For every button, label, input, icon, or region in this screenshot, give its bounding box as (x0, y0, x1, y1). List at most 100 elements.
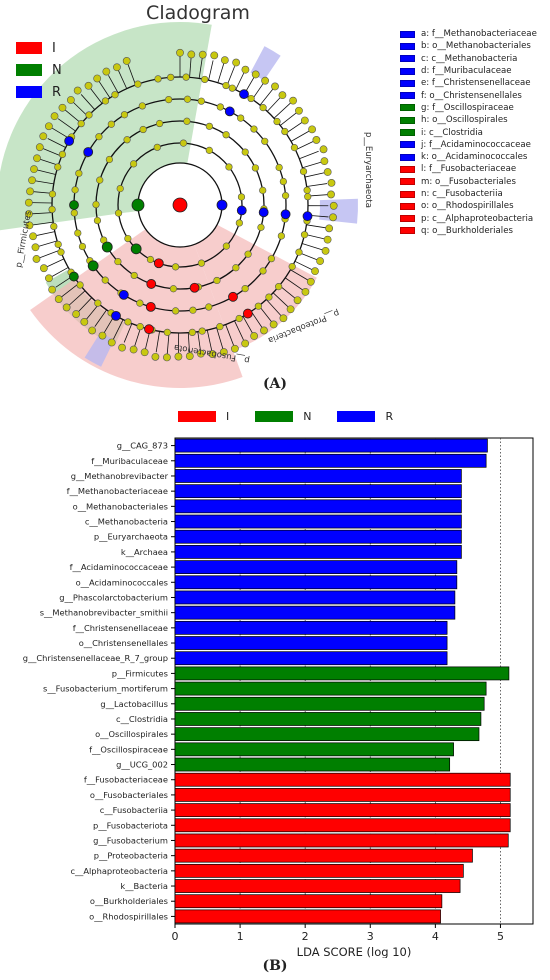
lda-legend-swatch-I (178, 411, 216, 422)
lda-legend-item-N: N (255, 410, 311, 423)
cladogram-node (286, 305, 295, 314)
cladogram-node (319, 145, 328, 154)
y-tick-label: p__Euryarchaeota (94, 532, 168, 542)
cladogram-node (45, 274, 53, 283)
taxa-key-swatch (400, 190, 415, 198)
cladogram-node (77, 120, 85, 128)
cladogram-node (174, 352, 183, 361)
cladogram-node (222, 242, 230, 250)
cladogram-node (301, 287, 310, 296)
taxa-key-swatch (400, 227, 415, 235)
taxa-key-label: o: o__Rhodospirillales (421, 201, 514, 212)
bar-p-proteobacteria (174, 848, 473, 863)
cladogram-branch (189, 56, 192, 78)
cladogram-node (304, 193, 312, 201)
cladogram-node (176, 48, 184, 57)
cladogram-node (30, 165, 38, 174)
bar-f-fusobacteriaceae (174, 772, 511, 787)
y-tick-label: o__Burkholderiales (90, 896, 168, 906)
cladogram-node (187, 50, 196, 59)
discriminative-node (118, 289, 129, 300)
clade-shade-proteobacteria (180, 205, 317, 351)
taxa-key-swatch (400, 67, 415, 75)
cladogram-node (54, 240, 62, 248)
legend-item-R: R (16, 82, 62, 102)
cladogram-node (94, 299, 102, 307)
bar-f-methanobacteriaceae (174, 484, 462, 499)
taxa-key-swatch (400, 202, 415, 210)
cladogram-node (241, 339, 250, 348)
cladogram-node (278, 91, 287, 100)
cladogram-node (96, 176, 104, 184)
bar-o-methanobacteriales (174, 499, 462, 514)
taxa-key-item: e: f__Christensenellaceae (400, 77, 550, 89)
cladogram-node (169, 285, 178, 293)
discriminative-node (216, 199, 228, 211)
cladogram-node (250, 125, 258, 133)
panel-label-b: (B) (262, 958, 288, 974)
taxa-key-legend: a: f__Methanobacteriaceae b: o__Methanoba… (400, 28, 550, 237)
cladogram-branch (216, 327, 224, 351)
y-tick-label: g__Christensenellaceae_R_7_group (23, 653, 168, 663)
cladogram-node (54, 295, 63, 303)
cladogram-node (259, 104, 267, 112)
panel-label-a: (A) (262, 376, 288, 392)
cladogram-branch (290, 269, 309, 281)
cladogram-node (198, 50, 207, 59)
taxa-key-item: i: c__Clostridia (400, 126, 550, 138)
discriminative-node (242, 308, 253, 319)
discriminative-node (87, 260, 99, 272)
cladogram-node (136, 299, 144, 307)
cladogram-branch (166, 332, 170, 356)
cladogram-branch (280, 112, 297, 126)
cladogram-node (275, 163, 283, 172)
cladogram-branch (225, 324, 235, 347)
cladogram-node (228, 84, 236, 92)
cladogram-node (300, 231, 309, 239)
y-tick-label: o__Rhodospirillales (89, 911, 168, 921)
cladogram-node (24, 210, 33, 218)
cladogram-node (189, 306, 197, 314)
cladogram-node (241, 148, 249, 156)
cladogram-node (105, 155, 113, 164)
cladogram-node (154, 75, 162, 83)
cladogram-node (295, 248, 303, 256)
taxa-key-item: g: f__Oscillospiraceae (400, 102, 550, 114)
cladogram-node (295, 106, 303, 115)
bar-c-alphaproteobacteria (174, 863, 464, 878)
legend-swatch-R (16, 86, 42, 98)
cladogram-branch (94, 309, 107, 327)
cladogram-node (26, 187, 34, 196)
taxa-key-swatch (400, 129, 415, 137)
cladogram-node (257, 223, 265, 231)
cladogram-node (165, 96, 173, 104)
taxa-key-label: k: o__Acidaminococcales (421, 152, 528, 163)
legend-item-I: I (16, 38, 62, 58)
taxa-key-swatch (400, 55, 415, 63)
y-tick-label: f__Acidaminococcaceae (70, 562, 168, 572)
cladogram-branch (267, 95, 282, 112)
cladogram-node (237, 114, 245, 122)
cladogram-branch (60, 283, 80, 298)
taxa-key-item: c: c__Methanobacteria (400, 53, 550, 65)
cladogram-node (312, 136, 321, 144)
cladogram-node (123, 136, 131, 144)
taxa-key-item: j: f__Acidaminococcaceae (400, 139, 550, 151)
cladogram-node (320, 157, 329, 166)
cladogram-node (124, 234, 132, 243)
cladogram-node (325, 224, 334, 233)
y-tick-label: f__Muribaculaceae (91, 456, 168, 466)
cladogram-node (259, 267, 267, 275)
cladogram-node (163, 328, 171, 336)
cladogram-node (95, 133, 103, 141)
taxa-key-item: a: f__Methanobacteriaceae (400, 28, 550, 40)
cladogram-node (35, 143, 44, 152)
cladogram-node (250, 332, 259, 340)
lda-legend: I N R (178, 410, 419, 423)
cladogram-node (251, 70, 260, 79)
taxa-key-label: i: c__Clostridia (421, 127, 483, 138)
cladogram-node (323, 235, 332, 244)
cladogram-node (84, 81, 93, 90)
discriminative-node (236, 205, 247, 216)
y-tick-label: o__Oscillospirales (95, 729, 168, 739)
